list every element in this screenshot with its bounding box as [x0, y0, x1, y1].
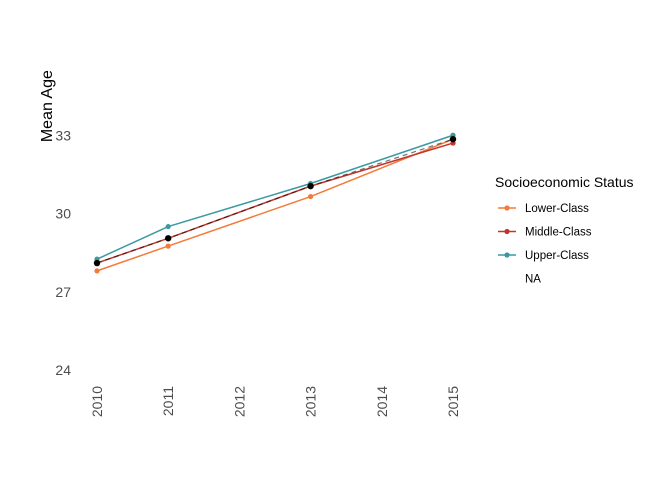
x-tick-label: 2015	[445, 386, 461, 417]
legend-key-lower-class	[498, 205, 516, 211]
y-tick-label: 30	[55, 206, 71, 222]
data-point-na	[307, 182, 314, 190]
y-tick-labels: 24 27 30 33	[55, 127, 71, 378]
series-line-na	[96, 138, 454, 264]
data-point-lower-class	[94, 268, 100, 274]
legend-label-upper-class: Upper-Class	[525, 250, 589, 262]
series-line-lower-class	[96, 138, 454, 272]
y-axis-title: Mean Age	[39, 70, 56, 142]
legend-key-middle-class	[498, 228, 516, 235]
data-point-lower-class	[308, 193, 314, 200]
data-point-lower-class	[165, 243, 171, 249]
x-tick-label: 2014	[374, 386, 390, 417]
legend-title: Socioeconomic Status	[495, 174, 634, 190]
x-tick-label: 2011	[160, 386, 176, 416]
data-point-upper-class	[165, 223, 171, 230]
legend-label-middle-class: Middle-Class	[525, 227, 592, 239]
x-tick-labels: 2010 2011 2012 2013 2014 2015	[89, 386, 461, 417]
legend-key-upper-class	[498, 252, 516, 258]
legend: Socioeconomic Status Lower-Class Middle-C…	[495, 174, 634, 286]
data-point-na	[93, 259, 101, 267]
y-tick-label: 24	[55, 362, 71, 378]
data-point-na	[449, 135, 457, 143]
x-tick-label: 2012	[231, 386, 247, 417]
data-point-na	[165, 235, 172, 242]
y-tick-label: 33	[55, 127, 71, 143]
series-line-upper-class	[96, 134, 454, 260]
legend-label-lower-class: Lower-Class	[525, 203, 589, 215]
x-tick-label: 2013	[303, 386, 319, 417]
x-tick-label: 2010	[89, 386, 105, 417]
plot-lines	[96, 134, 454, 272]
plot-points	[93, 132, 457, 274]
y-tick-label: 27	[55, 284, 71, 300]
legend-label-na: NA	[525, 274, 541, 286]
